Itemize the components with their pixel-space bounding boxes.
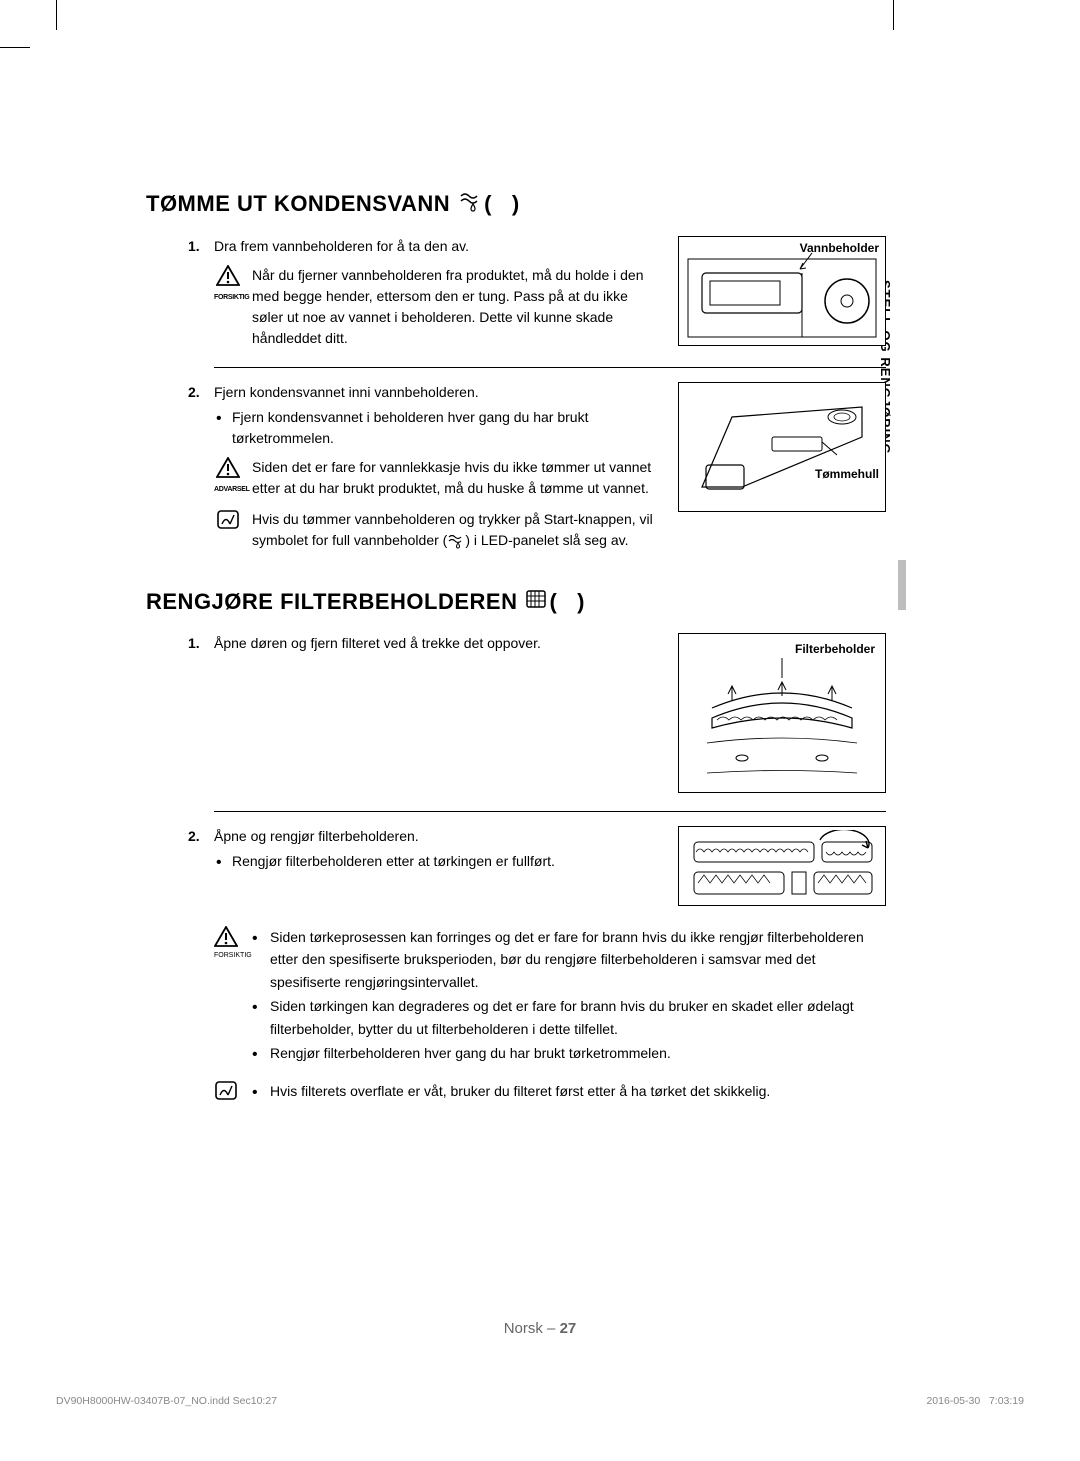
bullet-text: Rengjør filterbeholderen etter at tørkin…: [232, 851, 658, 872]
warning-icon: [214, 926, 238, 947]
footer-lang: Norsk –: [504, 1320, 560, 1337]
bullet-text: Siden tørkingen kan degraderes og det er…: [252, 995, 886, 1040]
warning-icon: [216, 457, 240, 478]
caution-callout: FORSIKTIG Når du fjerner vannbeholderen …: [146, 265, 658, 349]
note-callout: Hvis filterets overflate er våt, bruker …: [146, 1080, 886, 1106]
bullet-text: Fjern kondensvannet i beholderen hver ga…: [232, 407, 658, 449]
step-number: 1.: [188, 633, 200, 654]
crop-mark: [56, 0, 57, 30]
side-tab-thumb: [898, 560, 906, 610]
step-number: 2.: [188, 382, 200, 403]
section-title: TØMME UT KONDENSVANN ( ): [146, 190, 886, 218]
note-callout: Hvis du tømmer vannbeholderen og trykker…: [146, 509, 658, 551]
divider: [214, 811, 886, 812]
section-title-text: TØMME UT KONDENSVANN: [146, 191, 450, 217]
page-content: TØMME UT KONDENSVANN ( ) 1. Dra frem van…: [146, 190, 886, 1134]
print-metadata: DV90H8000HW-03407B-07_NO.indd Sec10:27 2…: [56, 1395, 1024, 1407]
step-text: Åpne døren og fjern filteret ved å trekk…: [214, 635, 541, 651]
section-title-paren: ( ): [549, 589, 585, 615]
section-drain-condensate: TØMME UT KONDENSVANN ( ) 1. Dra frem van…: [146, 190, 886, 561]
footer-page-number: 27: [560, 1320, 577, 1337]
section-title-paren: ( ): [484, 191, 520, 217]
bullet-text: Siden tørkeprosessen kan forringes og de…: [252, 926, 886, 993]
condensate-icon: [458, 190, 482, 218]
figure-filter-holder: Filterbeholder: [678, 633, 886, 793]
step-row: 1. Åpne døren og fjern filteret ved å tr…: [146, 633, 886, 803]
step-row: 1. Dra frem vannbeholderen for å ta den …: [146, 236, 886, 359]
figure-label: Filterbeholder: [795, 642, 875, 656]
warning-text: Siden det er fare for vannlekkasje hvis …: [252, 457, 658, 499]
step-1: 1. Åpne døren og fjern filteret ved å tr…: [214, 633, 658, 654]
figure-label: Tømmehull: [815, 467, 879, 481]
step-number: 1.: [188, 236, 200, 257]
step-row: 2. Åpne og rengjør filterbeholderen. Ren…: [146, 826, 886, 916]
section-title: RENGJØRE FILTERBEHOLDEREN ( ): [146, 589, 886, 615]
crop-mark: [893, 0, 894, 30]
caution-callout: FORSIKTIG Siden tørkeprosessen kan forri…: [146, 926, 886, 1066]
step-row: 2. Fjern kondensvannet inni vannbeholder…: [146, 382, 886, 561]
note-icon: [216, 509, 240, 530]
print-datetime: 2016-05-30 7:03:19: [926, 1395, 1024, 1407]
warning-label: ADVARSEL: [214, 485, 242, 496]
figure-filter-open: [678, 826, 886, 906]
page-footer: Norsk – 27: [0, 1320, 1080, 1337]
step-1: 1. Dra frem vannbeholderen for å ta den …: [214, 236, 658, 257]
section-title-text: RENGJØRE FILTERBEHOLDEREN: [146, 589, 517, 615]
bullet-text: Hvis filterets overflate er våt, bruker …: [252, 1080, 886, 1102]
figure-drain-hole: Tømmehull: [678, 382, 886, 512]
caution-label: FORSIKTIG: [214, 293, 242, 304]
warning-callout: ADVARSEL Siden det er fare for vannlekka…: [146, 457, 658, 499]
step-text: Fjern kondensvannet inni vannbeholderen.: [214, 384, 479, 400]
filter-icon: [525, 589, 547, 615]
bullet-text: Rengjør filterbeholderen hver gang du ha…: [252, 1042, 886, 1064]
figure-label: Vannbeholder: [800, 241, 879, 255]
step-text: Åpne og rengjør filterbeholderen.: [214, 828, 419, 844]
note-icon: [214, 1080, 238, 1101]
step-2: 2. Åpne og rengjør filterbeholderen. Ren…: [214, 826, 658, 872]
step-2: 2. Fjern kondensvannet inni vannbeholder…: [214, 382, 658, 449]
warning-icon: [216, 265, 240, 286]
condensate-icon: [447, 533, 465, 549]
print-filename: DV90H8000HW-03407B-07_NO.indd Sec10:27: [56, 1395, 277, 1407]
figure-water-tank: Vannbeholder: [678, 236, 886, 346]
section-clean-filter: RENGJØRE FILTERBEHOLDEREN ( ) 1.: [146, 589, 886, 1106]
crop-mark: [0, 47, 30, 48]
note-text: Hvis du tømmer vannbeholderen og trykker…: [252, 509, 658, 551]
step-text: Dra frem vannbeholderen for å ta den av.: [214, 238, 469, 254]
caution-label: FORSIKTIG: [214, 952, 242, 959]
divider: [214, 367, 886, 368]
step-number: 2.: [188, 826, 200, 847]
caution-text: Når du fjerner vannbeholderen fra produk…: [252, 265, 658, 349]
